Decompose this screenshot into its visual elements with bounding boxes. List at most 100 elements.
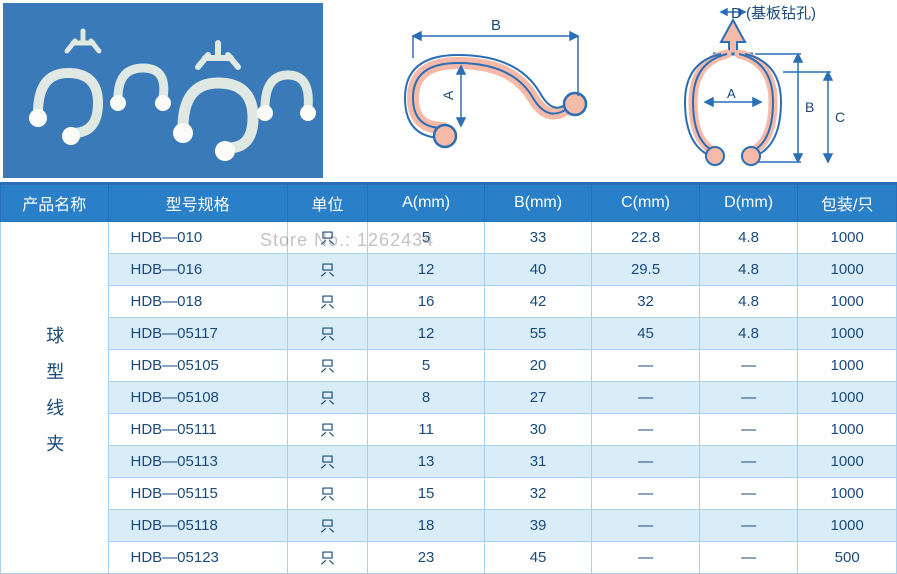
top-area: B A [0, 0, 897, 184]
cell-unit: 只 [287, 286, 368, 318]
cell-model: HDB—018 [108, 286, 287, 318]
cell-pack: 1000 [798, 318, 897, 350]
table-body: 球型线夹HDB—010只53322.84.81000HDB—016只124029… [1, 222, 897, 574]
cell-c: — [592, 446, 700, 478]
cell-d: 4.8 [699, 286, 798, 318]
cell-b: 31 [484, 446, 592, 478]
cell-c: 45 [592, 318, 700, 350]
h-pack: 包装/只 [798, 185, 897, 222]
cell-d: 4.8 [699, 222, 798, 254]
dim-c: C [835, 109, 845, 125]
dim-d-label: D (基板钻孔) [731, 2, 816, 23]
cell-c: — [592, 478, 700, 510]
cell-pack: 1000 [798, 350, 897, 382]
cell-pack: 1000 [798, 286, 897, 318]
cell-d: — [699, 446, 798, 478]
cell-c: — [592, 350, 700, 382]
cell-model: HDB—05108 [108, 382, 287, 414]
cell-pack: 500 [798, 542, 897, 574]
cell-unit: 只 [287, 350, 368, 382]
table-row: HDB—05117只1255454.81000 [1, 318, 897, 350]
cell-a: 8 [368, 382, 484, 414]
cell-c: 22.8 [592, 222, 700, 254]
cell-a: 12 [368, 318, 484, 350]
cell-a: 5 [368, 222, 484, 254]
cell-d: 4.8 [699, 318, 798, 350]
clip-photo-svg [3, 3, 323, 178]
h-b: B(mm) [484, 185, 592, 222]
cell-unit: 只 [287, 318, 368, 350]
cell-b: 20 [484, 350, 592, 382]
cell-model: HDB—016 [108, 254, 287, 286]
cell-d: — [699, 510, 798, 542]
cell-model: HDB—05118 [108, 510, 287, 542]
cell-a: 15 [368, 478, 484, 510]
diagram-twistlock: B A [383, 8, 613, 178]
table-row: HDB—016只124029.54.81000 [1, 254, 897, 286]
h-unit: 单位 [287, 185, 368, 222]
cell-unit: 只 [287, 222, 368, 254]
cell-pack: 1000 [798, 510, 897, 542]
h-d: D(mm) [699, 185, 798, 222]
cell-d: — [699, 478, 798, 510]
cell-b: 40 [484, 254, 592, 286]
cell-b: 27 [484, 382, 592, 414]
cell-pack: 1000 [798, 382, 897, 414]
table-row: HDB—05115只1532——1000 [1, 478, 897, 510]
cell-b: 42 [484, 286, 592, 318]
cell-a: 12 [368, 254, 484, 286]
cell-unit: 只 [287, 414, 368, 446]
dim-a2: A [727, 86, 736, 101]
cell-model: HDB—05115 [108, 478, 287, 510]
header-row: 产品名称 型号规格 单位 A(mm) B(mm) C(mm) D(mm) 包装/… [1, 185, 897, 222]
tech-diagrams: B A [323, 0, 897, 182]
cell-pack: 1000 [798, 446, 897, 478]
h-a: A(mm) [368, 185, 484, 222]
cell-a: 16 [368, 286, 484, 318]
diagram-pushmount: A B C [643, 2, 853, 182]
spec-table: 产品名称 型号规格 单位 A(mm) B(mm) C(mm) D(mm) 包装/… [0, 184, 897, 574]
cell-pack: 1000 [798, 222, 897, 254]
cell-b: 55 [484, 318, 592, 350]
cell-a: 18 [368, 510, 484, 542]
cell-d: — [699, 382, 798, 414]
cell-model: HDB—05105 [108, 350, 287, 382]
cell-b: 45 [484, 542, 592, 574]
cell-c: 29.5 [592, 254, 700, 286]
cell-model: HDB—05117 [108, 318, 287, 350]
table-row: HDB—05111只1130——1000 [1, 414, 897, 446]
cell-c: — [592, 542, 700, 574]
cell-b: 30 [484, 414, 592, 446]
cell-model: HDB—010 [108, 222, 287, 254]
cell-c: 32 [592, 286, 700, 318]
cell-b: 33 [484, 222, 592, 254]
h-c: C(mm) [592, 185, 700, 222]
h-model: 型号规格 [108, 185, 287, 222]
dim-b: B [491, 17, 501, 34]
cell-model: HDB—05113 [108, 446, 287, 478]
cell-unit: 只 [287, 446, 368, 478]
cell-d: — [699, 350, 798, 382]
cell-pack: 1000 [798, 414, 897, 446]
cell-d: — [699, 542, 798, 574]
cell-pack: 1000 [798, 254, 897, 286]
cell-b: 39 [484, 510, 592, 542]
table-row: HDB—05105只520——1000 [1, 350, 897, 382]
cell-c: — [592, 382, 700, 414]
table-row: HDB—05108只827——1000 [1, 382, 897, 414]
table-row: HDB—05118只1839——1000 [1, 510, 897, 542]
cell-unit: 只 [287, 254, 368, 286]
cell-model: HDB—05111 [108, 414, 287, 446]
cell-a: 23 [368, 542, 484, 574]
cell-unit: 只 [287, 382, 368, 414]
cell-c: — [592, 510, 700, 542]
dim-b2: B [805, 99, 814, 115]
category-cell: 球型线夹 [1, 222, 109, 574]
cell-c: — [592, 414, 700, 446]
table-row: HDB—018只1642324.81000 [1, 286, 897, 318]
cell-unit: 只 [287, 478, 368, 510]
cell-pack: 1000 [798, 478, 897, 510]
cell-unit: 只 [287, 542, 368, 574]
cell-b: 32 [484, 478, 592, 510]
cell-model: HDB—05123 [108, 542, 287, 574]
